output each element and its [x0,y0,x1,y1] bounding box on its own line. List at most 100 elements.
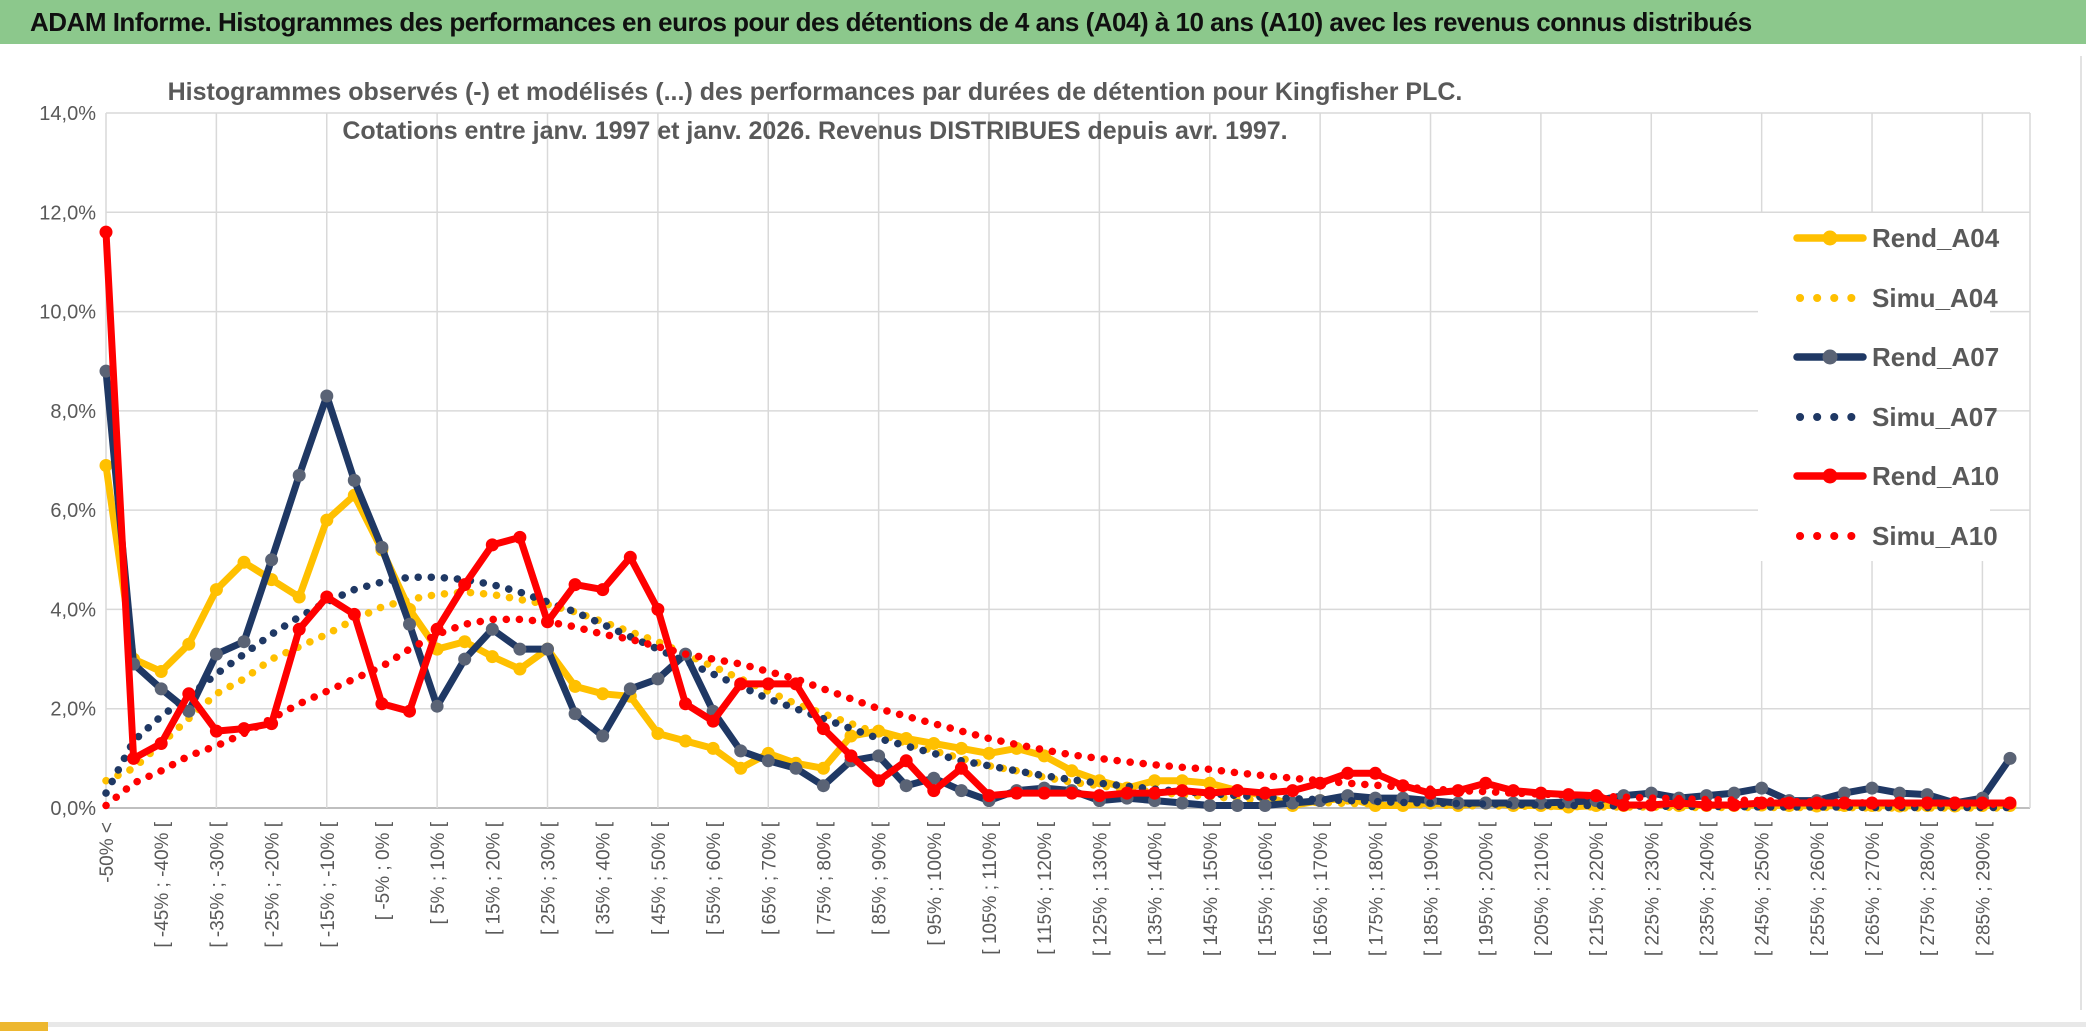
dotted-line-Simu_A07 [102,573,2014,812]
marker-Rend_A10 [1286,784,1300,798]
marker-Rend_A04 [209,583,223,597]
performance-histogram-chart: Histogrammes observés (-) et modélisés (… [39,56,2082,1010]
x-tick-label: [ 35% ; 40% [ [594,821,615,935]
legend-item-Rend_A04[interactable]: Rend_A04 [1793,223,2000,253]
chart-title-line2: Cotations entre janv. 1997 et janv. 2026… [342,117,1287,145]
x-tick-label: [ 125% ; 130% [ [1090,821,1111,956]
legend-label: Rend_A10 [1872,461,1999,491]
marker-Rend_A04 [679,734,692,748]
marker-Rend_A10 [1148,786,1162,800]
marker-Rend_A10 [375,697,389,711]
marker-Rend_A10 [1479,776,1493,790]
marker-Rend_A07 [1893,786,1907,800]
marker-Rend_A04 [954,741,968,755]
marker-Rend_A07 [485,622,499,636]
legend-item-Simu_A04[interactable]: Simu_A04 [1796,283,1998,313]
marker-Rend_A10 [844,749,858,763]
marker-Rend_A10 [513,530,527,544]
marker-Rend_A07 [403,617,416,631]
y-tick-label: 2,0% [50,699,96,721]
x-tick-label: [ 205% ; 210% [ [1532,821,1553,956]
marker-Rend_A07 [292,468,306,482]
marker-Rend_A04 [927,737,941,750]
legend-item-Simu_A10[interactable]: Simu_A10 [1796,521,1998,551]
marker-Rend_A07 [1175,796,1189,810]
marker-Rend_A10 [1368,766,1382,780]
marker-Rend_A07 [1837,786,1851,800]
marker-Rend_A10 [954,761,968,775]
marker-Rend_A10 [154,737,168,750]
marker-Rend_A04 [154,665,168,678]
x-tick-label: [ 5% ; 10% [ [428,821,449,924]
marker-Rend_A07 [1258,799,1272,812]
legend-label: Simu_A07 [1872,402,1998,432]
marker-Rend_A04 [1037,749,1051,763]
marker-Rend_A07 [651,672,665,686]
marker-Rend_A10 [485,538,499,552]
marker-Rend_A10 [347,607,361,621]
y-tick-label: 14,0% [39,103,96,125]
marker-Rend_A07 [1230,799,1244,812]
series-Rend_A04 [99,459,2017,814]
solid-line-Rend_A10 [102,228,2014,809]
marker-Rend_A04 [513,662,527,676]
marker-Rend_A10 [209,724,223,738]
x-tick-label: -50% < [97,822,118,883]
marker-Rend_A07 [320,389,334,403]
x-tick-label: [ -45% ; -40% [ [152,821,173,947]
marker-Rend_A07 [513,642,527,656]
x-axis-labels: -50% < [ -45% ; -40% [[ -35% ; -30% [[ -2… [97,821,1994,956]
y-tick-label: 8,0% [50,401,96,423]
marker-Rend_A10 [706,714,720,728]
marker-Rend_A10 [1644,798,1658,812]
marker-Rend_A07 [237,635,251,649]
x-tick-label: [ 85% ; 90% [ [870,821,891,935]
x-tick-label: [ 165% ; 170% [ [1311,821,1332,956]
x-tick-label: [ 105% ; 110% [ [980,821,1001,954]
legend-item-Rend_A07[interactable]: Rend_A07 [1793,342,1999,372]
x-tick-label: [ 15% ; 20% [ [483,821,504,935]
marker-Rend_A10 [1120,786,1134,800]
marker-Rend_A07 [458,652,472,666]
x-tick-label: [ 195% ; 200% [ [1477,821,1498,956]
y-tick-label: 0,0% [50,798,96,820]
sheet-title-bar: ADAM Informe. Histogrammes des performan… [0,0,2086,44]
marker-Rend_A07 [1755,781,1769,795]
x-tick-label: [ 235% ; 240% [ [1698,821,1719,956]
bottom-divider [0,1022,2086,1027]
x-tick-label: [ 75% ; 80% [ [814,821,835,935]
marker-Rend_A07 [899,779,913,793]
y-tick-label: 12,0% [39,202,96,224]
legend: Rend_A04 Simu_A04 Rend_A07 Simu_A07 Rend_A10… [1758,213,2000,561]
marker-Rend_A07 [1203,799,1217,812]
legend-item-Simu_A07[interactable]: Simu_A07 [1796,402,1998,432]
x-tick-label: [ 115% ; 120% [ [1035,821,1056,954]
marker-Rend_A07 [872,749,886,763]
x-tick-label: [ 275% ; 280% [ [1918,821,1939,956]
solid-line-Rend_A04 [102,462,2014,811]
marker-Rend_A10 [1617,798,1631,812]
marker-Rend_A07 [596,729,610,743]
x-tick-label: [ 145% ; 150% [ [1201,821,1222,956]
marker-Rend_A04 [182,637,196,651]
x-tick-label: [ 45% ; 50% [ [649,821,670,935]
y-tick-label: 6,0% [50,500,96,522]
x-tick-label: [ -35% ; -30% [ [207,821,228,947]
marker-Rend_A10 [458,578,472,592]
y-axis-labels: 14,0% 12,0% 10,0% 8,0% 6,0% 4,0% 2,0% 0,0% [39,103,96,820]
legend-marker [1822,349,1838,365]
series-Rend_A07 [99,364,2017,812]
marker-Rend_A04 [1148,774,1162,788]
marker-Rend_A10 [623,550,637,564]
marker-Rend_A10 [679,697,692,711]
marker-Rend_A10 [1230,784,1244,798]
legend-item-Rend_A10[interactable]: Rend_A10 [1793,461,1999,491]
marker-Rend_A07 [1865,781,1879,795]
marker-Rend_A10 [292,622,306,636]
marker-Rend_A10 [899,754,913,768]
x-tick-label: [ 65% ; 70% [ [759,821,780,935]
marker-Rend_A04 [320,513,334,527]
marker-Rend_A04 [99,459,113,472]
x-tick-label: [ 185% ; 190% [ [1422,821,1443,956]
y-tick-label: 4,0% [50,599,96,621]
